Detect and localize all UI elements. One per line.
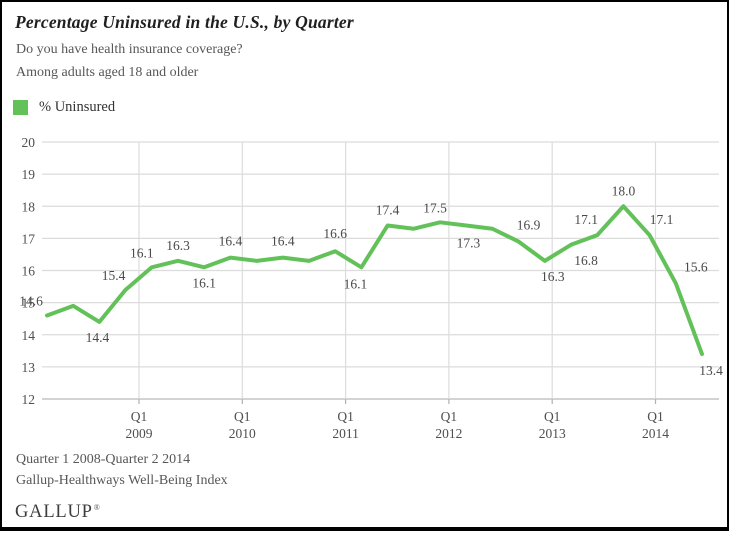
x-tick-quarter: Q1 xyxy=(131,409,148,424)
x-tick-year: 2009 xyxy=(126,426,153,441)
source-note: Gallup-Healthways Well-Being Index xyxy=(16,473,228,488)
data-point-label: 16.3 xyxy=(166,238,190,253)
data-point-label: 16.1 xyxy=(130,245,154,260)
y-tick-label: 14 xyxy=(22,328,36,343)
line-chart: 12 13 14 15 16 17 18 19 20 Q1 2009 Q1 2010 Q1 2011 Q1 20… xyxy=(19,135,723,441)
y-tick-label: 16 xyxy=(22,264,36,279)
data-point-label: 17.3 xyxy=(457,236,481,251)
data-point-label: 17.1 xyxy=(574,212,598,227)
data-point-label: 13.4 xyxy=(699,363,723,378)
y-tick-label: 20 xyxy=(22,135,36,150)
data-point-label: 16.8 xyxy=(574,253,598,268)
data-point-label: 16.1 xyxy=(344,276,368,291)
data-point-label: 17.5 xyxy=(423,200,447,215)
gallup-logo: GALLUP® xyxy=(15,502,101,522)
x-tick-quarter: Q1 xyxy=(337,409,354,424)
x-tick-quarter: Q1 xyxy=(544,409,561,424)
y-tick-label: 12 xyxy=(22,392,36,407)
x-tick-quarter: Q1 xyxy=(441,409,458,424)
data-point-label: 17.1 xyxy=(650,212,674,227)
survey-question: Do you have health insurance coverage? xyxy=(16,42,243,57)
uninsured-series-line xyxy=(45,204,704,357)
y-tick-label: 17 xyxy=(22,231,36,246)
data-point-label: 15.4 xyxy=(102,268,126,283)
data-point-label: 18.0 xyxy=(612,183,636,198)
x-tick-year: 2012 xyxy=(435,426,462,441)
x-tick-year: 2013 xyxy=(539,426,566,441)
y-tick-label: 18 xyxy=(22,199,36,214)
y-tick-label: 19 xyxy=(22,167,36,182)
page-title: Percentage Uninsured in the U.S., by Qua… xyxy=(15,12,354,32)
x-tick-quarter: Q1 xyxy=(234,409,251,424)
survey-population: Among adults aged 18 and older xyxy=(16,65,199,80)
x-tick-year: 2014 xyxy=(642,426,669,441)
x-tick-quarter: Q1 xyxy=(647,409,664,424)
legend-label: % Uninsured xyxy=(39,98,116,115)
date-range-note: Quarter 1 2008-Quarter 2 2014 xyxy=(16,452,191,467)
data-point-label: 16.4 xyxy=(271,234,295,249)
data-point-label: 16.1 xyxy=(192,275,216,290)
legend: % Uninsured xyxy=(13,98,116,115)
y-tick-label: 15 xyxy=(22,296,36,311)
data-point-label: 15.6 xyxy=(684,259,708,274)
data-point-label: 14.6 xyxy=(19,293,43,308)
data-point-label: 16.3 xyxy=(541,269,565,284)
data-point-label: 17.4 xyxy=(376,203,400,218)
legend-swatch xyxy=(13,99,28,115)
registered-mark: ® xyxy=(93,502,101,512)
y-tick-label: 13 xyxy=(22,360,36,375)
data-point-label: 14.4 xyxy=(86,330,110,345)
x-tick-year: 2010 xyxy=(229,426,256,441)
data-point-label: 16.4 xyxy=(219,234,243,249)
x-tick-year: 2011 xyxy=(332,426,359,441)
data-point-label: 16.6 xyxy=(323,226,347,241)
data-point-label: 16.9 xyxy=(517,218,541,233)
